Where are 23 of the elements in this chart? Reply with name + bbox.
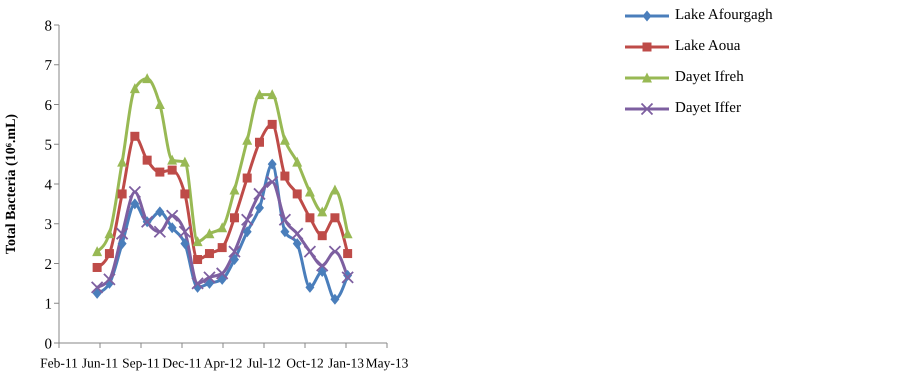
x-tick-label: Dec-11 bbox=[162, 356, 202, 371]
x-tick-label: Jan-13 bbox=[328, 356, 364, 371]
legend-label: Lake Afourgagh bbox=[675, 7, 773, 24]
legend-label: Lake Aoua bbox=[675, 38, 740, 55]
y-tick-label: 6 bbox=[44, 98, 52, 114]
x-tick-label: Sep-11 bbox=[122, 356, 160, 371]
x-tick-label: Jul-12 bbox=[247, 356, 281, 371]
y-tick-label: 5 bbox=[44, 138, 52, 154]
x-tick-label: May-13 bbox=[366, 356, 409, 371]
y-tick-label: 4 bbox=[44, 177, 52, 194]
y-tick-label: 3 bbox=[44, 217, 52, 234]
x-tick-label: Apr-12 bbox=[204, 356, 242, 371]
x-tick-label: Feb-11 bbox=[40, 356, 78, 371]
y-axis-title: Total Bacteria (10⁶.mL) bbox=[4, 114, 19, 254]
x-tick-label: Oct-12 bbox=[286, 356, 324, 371]
y-tick-label: 8 bbox=[44, 18, 52, 34]
y-tick-label: 1 bbox=[44, 296, 52, 313]
x-tick-label: Jun-11 bbox=[82, 356, 118, 371]
y-tick-label: 0 bbox=[44, 336, 52, 352]
y-tick-label: 2 bbox=[44, 256, 52, 273]
legend-label: Dayet Ifreh bbox=[675, 69, 744, 86]
legend-label: Dayet Iffer bbox=[675, 100, 741, 117]
y-tick-label: 7 bbox=[44, 58, 52, 74]
